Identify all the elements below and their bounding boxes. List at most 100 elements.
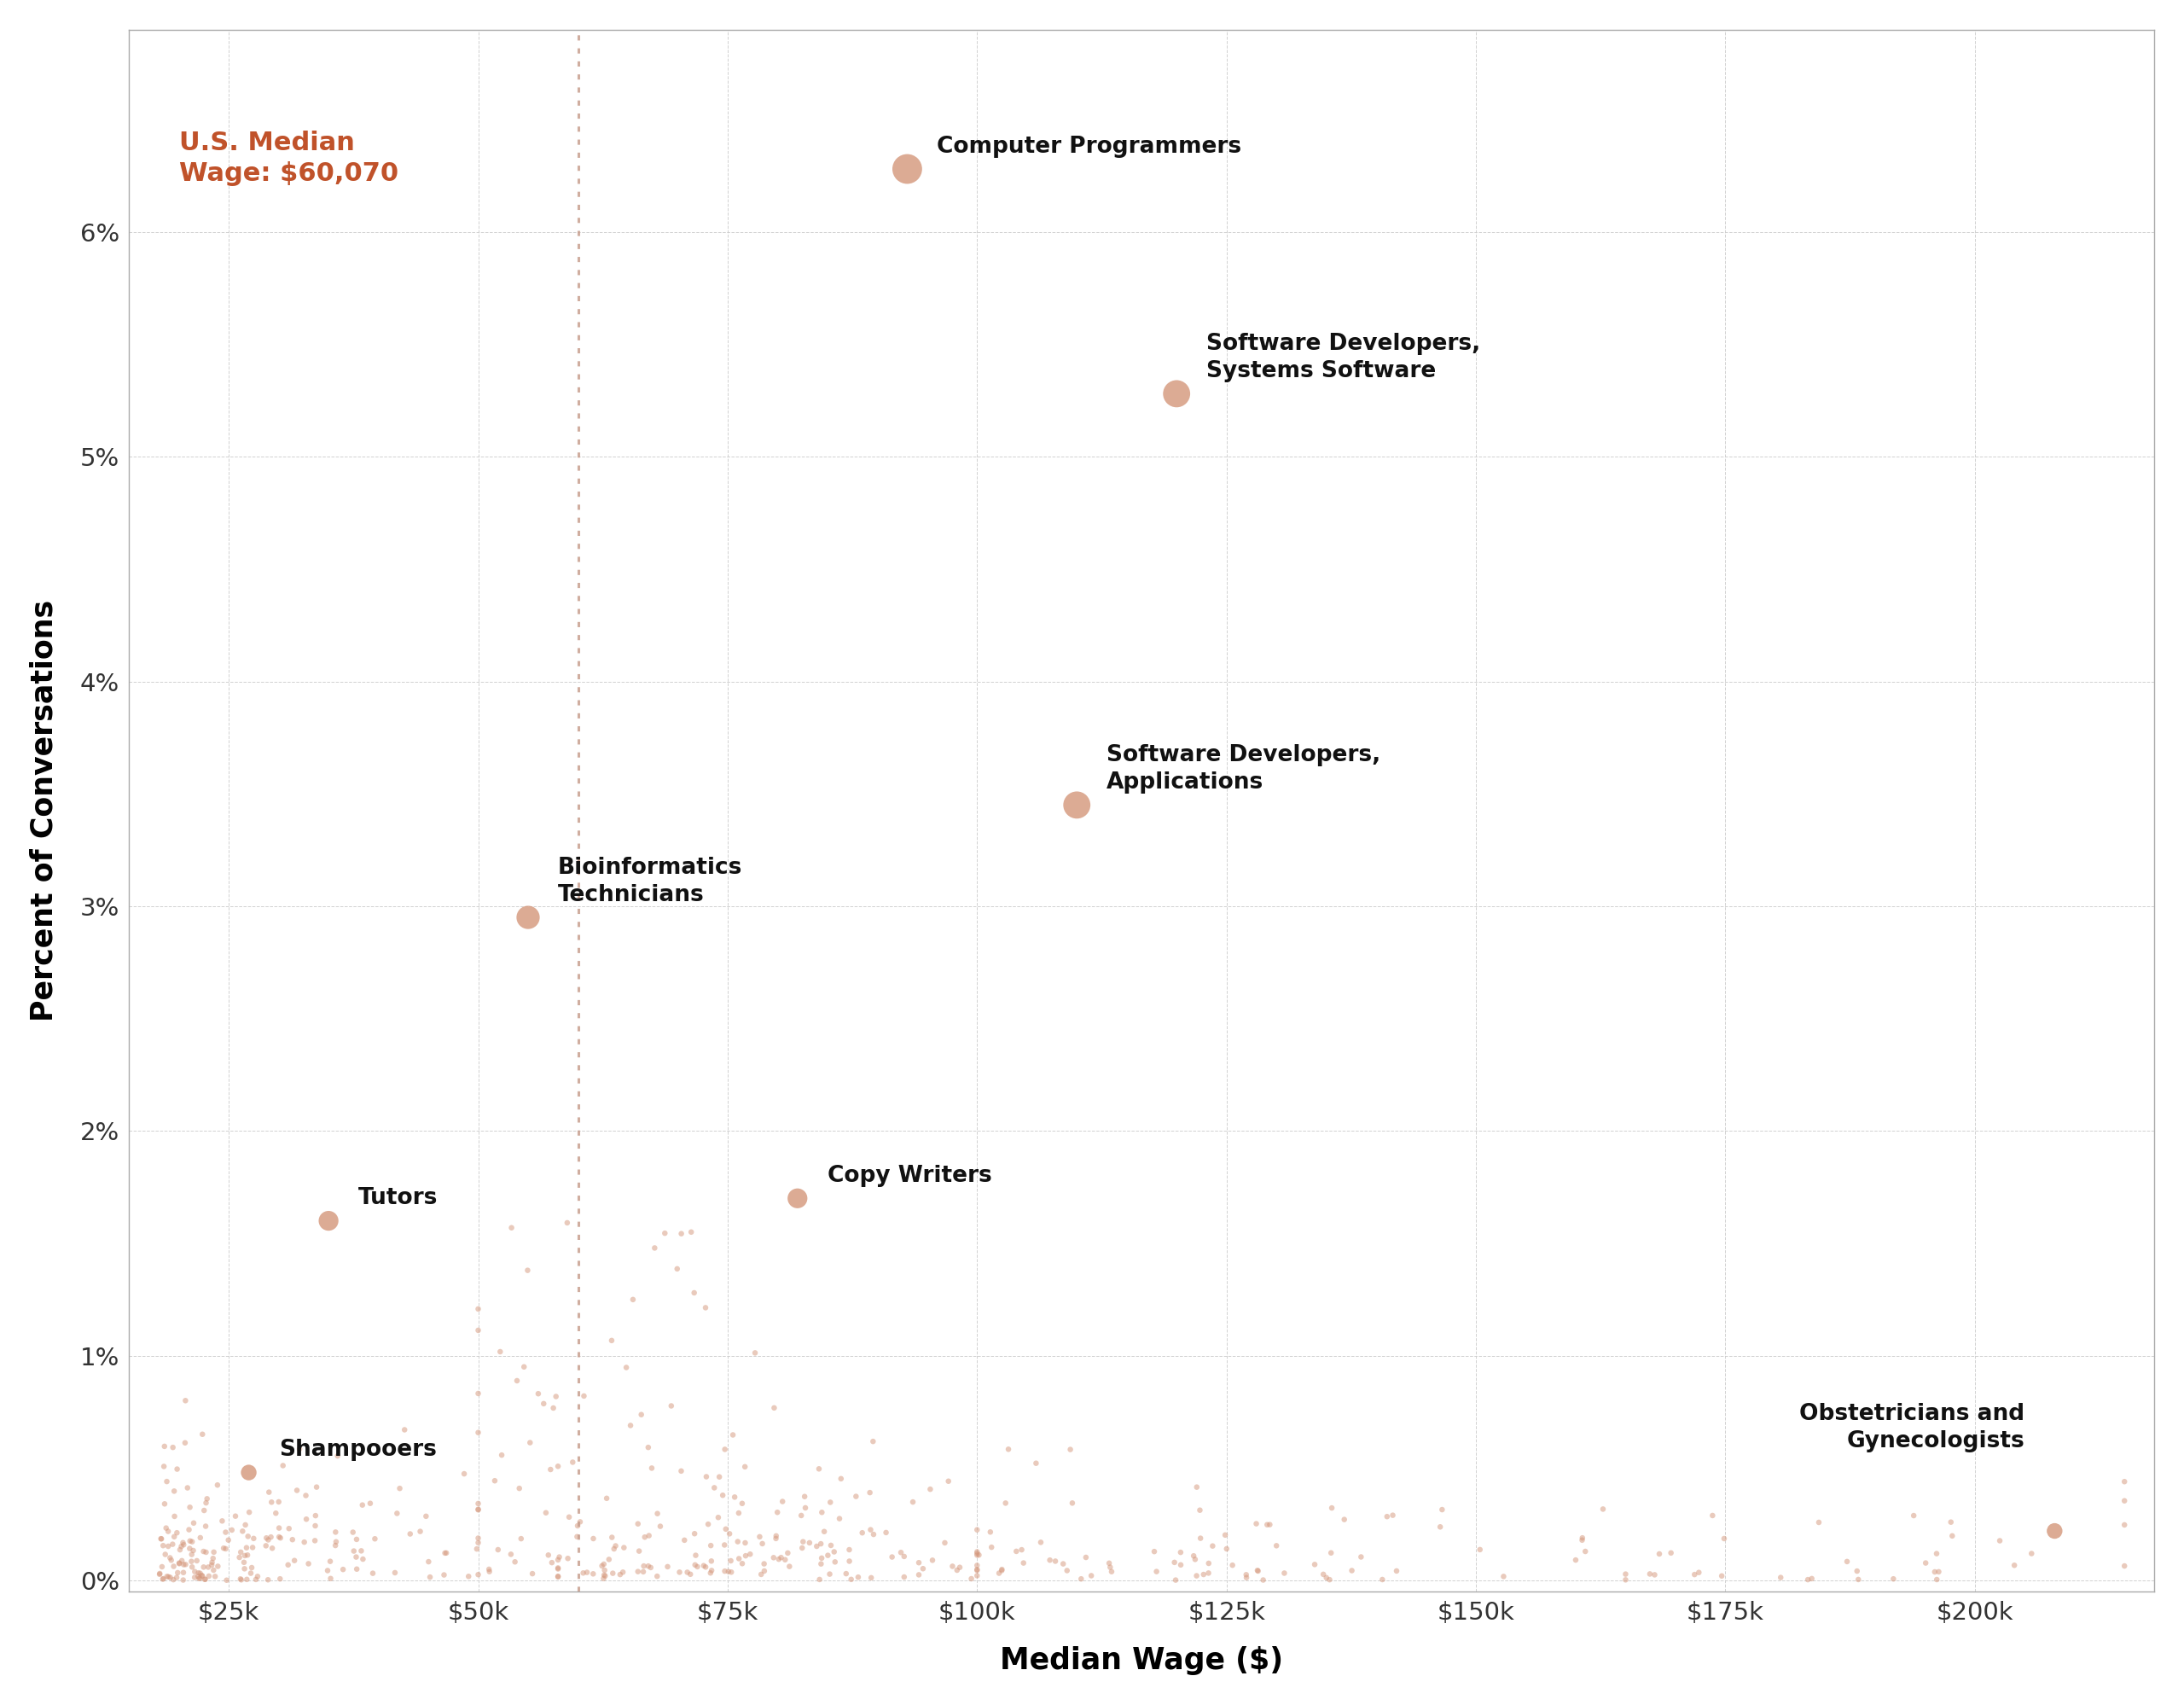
Point	[1214, 1552, 1249, 1579]
Point	[622, 1538, 657, 1565]
Point	[461, 1495, 496, 1523]
Point	[935, 1553, 970, 1581]
Point	[159, 1563, 194, 1591]
Point	[727, 1529, 762, 1557]
Point	[159, 1456, 194, 1483]
Point	[290, 1550, 325, 1577]
Point	[151, 1563, 186, 1591]
Point	[1046, 1550, 1081, 1577]
Point	[282, 1436, 317, 1463]
Point	[319, 1528, 354, 1555]
Point	[183, 1562, 218, 1589]
Point	[142, 1560, 177, 1587]
Point	[2108, 1468, 2143, 1495]
Point	[1876, 1565, 1911, 1592]
Point	[756, 1545, 791, 1572]
Point	[452, 1563, 487, 1591]
Point	[262, 1523, 297, 1550]
Point	[596, 1560, 631, 1587]
Point	[539, 1383, 574, 1410]
Point	[168, 1429, 203, 1456]
Point	[1190, 1550, 1225, 1577]
Point	[155, 1531, 190, 1558]
Point	[149, 1468, 183, 1495]
Point	[941, 1553, 976, 1581]
Point	[1051, 1557, 1085, 1584]
Point	[1896, 1502, 1931, 1529]
Point	[168, 1386, 203, 1413]
Point	[288, 1482, 323, 1509]
Point	[149, 1514, 183, 1541]
Point	[1315, 1494, 1350, 1521]
Point	[631, 1553, 666, 1581]
Point	[620, 1511, 655, 1538]
Point	[280, 1477, 314, 1504]
Point	[614, 1412, 649, 1439]
Point	[157, 1502, 192, 1529]
Point	[1704, 1562, 1738, 1589]
Point	[480, 1536, 515, 1563]
Point	[1241, 1557, 1275, 1584]
Point	[223, 1565, 258, 1592]
Point	[146, 1490, 181, 1517]
Point	[223, 1567, 258, 1594]
Point	[1313, 1567, 1348, 1594]
Point	[954, 1565, 989, 1592]
Point	[2108, 1487, 2143, 1514]
Point	[144, 1526, 179, 1553]
Point	[1094, 1558, 1129, 1586]
Point	[823, 1465, 858, 1492]
Point	[1306, 1560, 1341, 1587]
Point	[190, 1553, 225, 1581]
Point	[786, 1528, 821, 1555]
Point	[1935, 1523, 1970, 1550]
Point	[533, 1456, 568, 1483]
Point	[1607, 1567, 1642, 1594]
Point	[297, 1512, 332, 1540]
Point	[688, 1463, 723, 1490]
Point	[146, 1453, 181, 1480]
Point	[839, 1483, 874, 1511]
Point	[832, 1536, 867, 1563]
Point	[275, 1526, 310, 1553]
Point	[725, 1490, 760, 1517]
Point	[1653, 1540, 1688, 1567]
Point	[712, 1558, 747, 1586]
Point	[716, 1422, 751, 1449]
Point	[218, 1502, 253, 1529]
Point	[1378, 1557, 1413, 1584]
Point	[146, 1565, 181, 1592]
Point	[1369, 1502, 1404, 1529]
Point	[1642, 1540, 1677, 1567]
Point	[542, 1555, 577, 1582]
Point	[166, 1558, 201, 1586]
Point	[1839, 1557, 1874, 1584]
Point	[173, 1534, 207, 1562]
Point	[1190, 1560, 1225, 1587]
Point	[902, 1562, 937, 1589]
Point	[1682, 1558, 1717, 1586]
Point	[153, 1545, 188, 1572]
Point	[1210, 1534, 1245, 1562]
Point	[505, 1524, 539, 1552]
Point	[380, 1500, 415, 1528]
Point	[712, 1521, 747, 1548]
Point	[186, 1553, 221, 1581]
Point	[194, 1548, 229, 1575]
Point	[1802, 1509, 1837, 1536]
Point	[688, 1553, 723, 1581]
Point	[234, 1560, 269, 1587]
Point	[232, 1523, 266, 1550]
Point	[227, 1548, 262, 1575]
Point	[526, 1390, 561, 1417]
Point	[961, 1541, 996, 1569]
Point	[992, 1436, 1026, 1463]
Point	[461, 1379, 496, 1407]
Point	[164, 1533, 199, 1560]
Point	[985, 1555, 1020, 1582]
Point	[297, 1528, 332, 1555]
Point	[1308, 1563, 1343, 1591]
Point	[594, 1524, 629, 1552]
Point	[339, 1543, 373, 1570]
Point	[804, 1550, 839, 1577]
